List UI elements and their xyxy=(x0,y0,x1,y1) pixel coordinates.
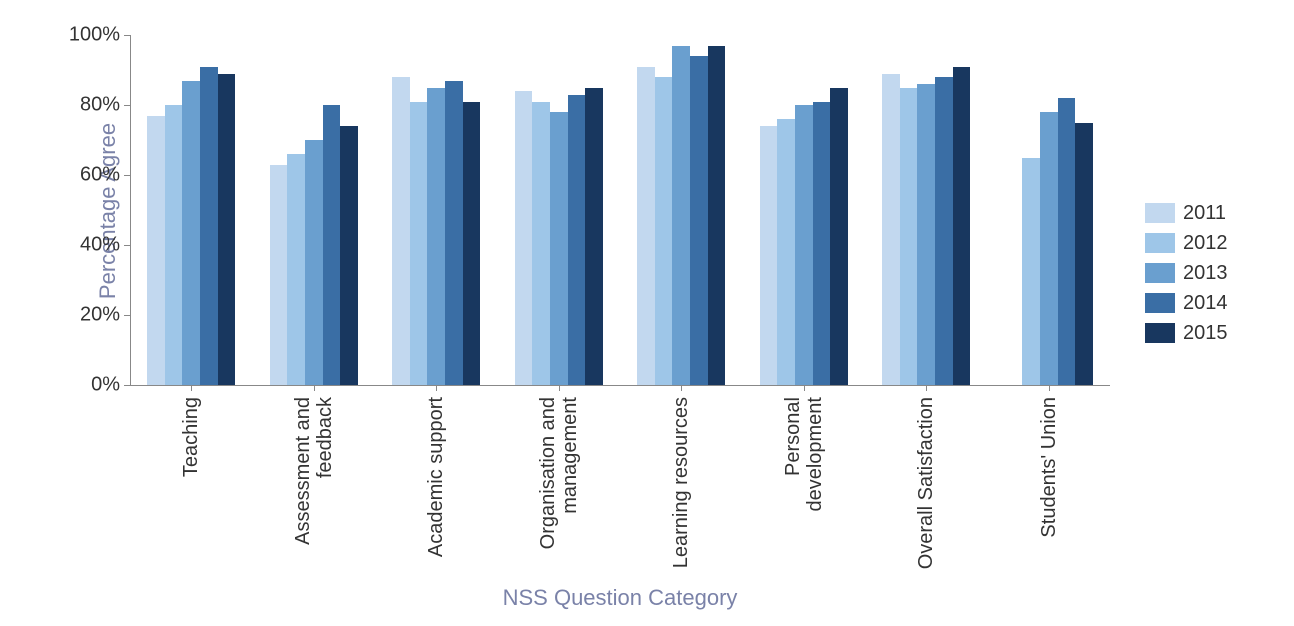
legend-item: 2012 xyxy=(1145,230,1228,256)
chart-container: Percentage Agree NSS Question Category 0… xyxy=(0,0,1294,626)
y-tick-label: 20% xyxy=(80,304,120,327)
legend-swatch xyxy=(1145,323,1175,343)
x-tick-mark xyxy=(1049,385,1050,391)
legend-swatch xyxy=(1145,203,1175,223)
legend-label: 2014 xyxy=(1183,292,1228,315)
bar xyxy=(882,74,900,386)
x-tick-mark xyxy=(804,385,805,391)
y-tick-mark xyxy=(124,175,130,176)
bar xyxy=(953,67,971,386)
bar xyxy=(1058,98,1076,385)
bar xyxy=(795,105,813,385)
bar xyxy=(1022,158,1040,386)
x-tick-mark xyxy=(314,385,315,391)
bar xyxy=(218,74,236,386)
legend-item: 2015 xyxy=(1145,320,1228,346)
bar xyxy=(637,67,655,386)
bar xyxy=(777,119,795,385)
x-tick-mark xyxy=(191,385,192,391)
legend-label: 2015 xyxy=(1183,322,1228,345)
legend-label: 2013 xyxy=(1183,262,1228,285)
bar xyxy=(655,77,673,385)
bar xyxy=(427,88,445,386)
legend-item: 2014 xyxy=(1145,290,1228,316)
bar xyxy=(672,46,690,386)
legend-item: 2011 xyxy=(1145,200,1228,226)
bar xyxy=(270,165,288,386)
bar xyxy=(445,81,463,386)
x-tick-label: Learning resources xyxy=(659,397,703,597)
bar xyxy=(690,56,708,385)
bar xyxy=(340,126,358,385)
bar xyxy=(585,88,603,386)
x-axis-label: NSS Question Category xyxy=(130,585,1110,611)
legend-item: 2013 xyxy=(1145,260,1228,286)
legend-swatch xyxy=(1145,293,1175,313)
bar xyxy=(830,88,848,386)
bar xyxy=(515,91,533,385)
bar xyxy=(900,88,918,386)
x-tick-label: Academic support xyxy=(414,397,458,597)
y-axis-label: Percentage Agree xyxy=(95,123,121,299)
y-tick-label: 60% xyxy=(80,164,120,187)
bar xyxy=(200,67,218,386)
legend-label: 2012 xyxy=(1183,232,1228,255)
x-tick-mark xyxy=(436,385,437,391)
y-tick-mark xyxy=(124,35,130,36)
y-tick-mark xyxy=(124,105,130,106)
legend-label: 2011 xyxy=(1183,202,1226,225)
bar xyxy=(568,95,586,386)
bar xyxy=(917,84,935,385)
x-tick-label: Teaching xyxy=(169,397,213,597)
x-tick-label: Assessment andfeedback xyxy=(292,397,336,597)
x-tick-label: Overall Satisfaction xyxy=(904,397,948,597)
x-tick-mark xyxy=(926,385,927,391)
y-tick-label: 40% xyxy=(80,234,120,257)
x-tick-label: Personaldevelopment xyxy=(782,397,826,597)
bar xyxy=(532,102,550,386)
y-tick-label: 0% xyxy=(91,374,120,397)
bar xyxy=(813,102,831,386)
bar xyxy=(410,102,428,386)
bar xyxy=(760,126,778,385)
x-tick-label: Organisation andmanagement xyxy=(537,397,581,597)
bar xyxy=(1075,123,1093,386)
bar xyxy=(708,46,726,386)
y-tick-mark xyxy=(124,385,130,386)
y-axis-line xyxy=(130,35,131,385)
y-tick-mark xyxy=(124,315,130,316)
x-tick-label: Students' Union xyxy=(1027,397,1071,597)
bar xyxy=(165,105,183,385)
legend: 2011 2012 2013 2014 2015 xyxy=(1145,200,1228,350)
bar xyxy=(463,102,481,386)
legend-swatch xyxy=(1145,233,1175,253)
x-tick-mark xyxy=(681,385,682,391)
bar xyxy=(287,154,305,385)
y-tick-mark xyxy=(124,245,130,246)
y-tick-label: 100% xyxy=(69,24,120,47)
x-tick-mark xyxy=(559,385,560,391)
bar xyxy=(182,81,200,386)
bar xyxy=(550,112,568,385)
bar xyxy=(935,77,953,385)
bar xyxy=(392,77,410,385)
y-tick-label: 80% xyxy=(80,94,120,117)
x-axis-line xyxy=(130,385,1110,386)
bar xyxy=(305,140,323,385)
bar xyxy=(323,105,341,385)
bar xyxy=(147,116,165,386)
plot-area: 0%20%40%60%80%100%TeachingAssessment and… xyxy=(130,35,1110,385)
bar xyxy=(1040,112,1058,385)
legend-swatch xyxy=(1145,263,1175,283)
